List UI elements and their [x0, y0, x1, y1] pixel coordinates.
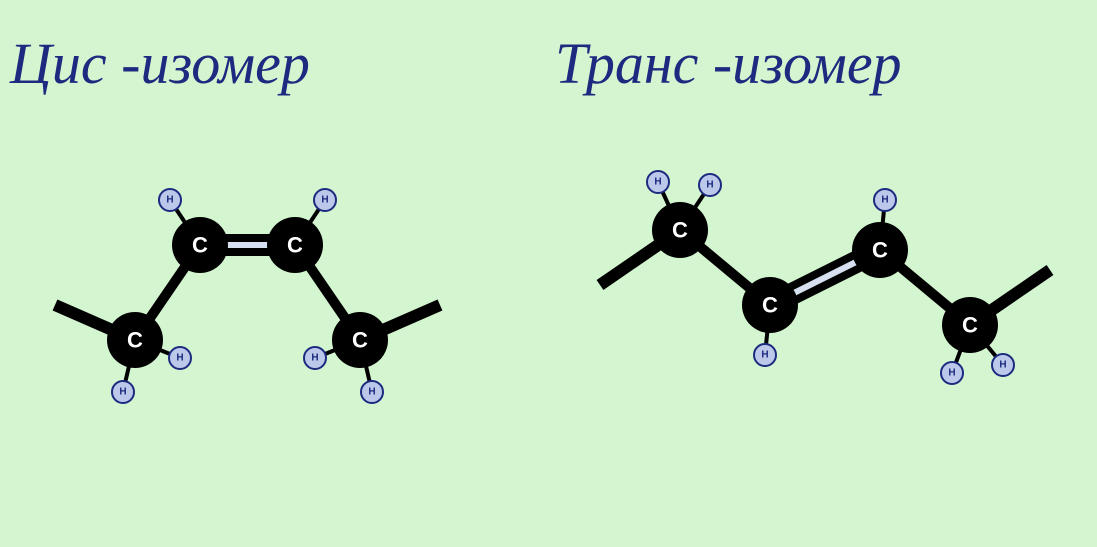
carbon-atom: C	[267, 217, 323, 273]
cis-title: Цис -изомер	[10, 30, 310, 97]
svg-text:H: H	[706, 180, 713, 191]
svg-text:C: C	[287, 233, 303, 258]
hydrogen-atom: H	[941, 362, 963, 384]
svg-text:C: C	[872, 238, 888, 263]
svg-text:C: C	[762, 293, 778, 318]
svg-text:H: H	[999, 360, 1006, 371]
svg-text:C: C	[962, 313, 978, 338]
svg-text:H: H	[176, 353, 183, 364]
svg-text:C: C	[192, 233, 208, 258]
carbon-atom: C	[332, 312, 388, 368]
hydrogen-atom: H	[159, 189, 181, 211]
svg-text:H: H	[311, 353, 318, 364]
carbon-atom: C	[107, 312, 163, 368]
svg-text:C: C	[127, 328, 143, 353]
svg-text:H: H	[761, 350, 768, 361]
trans-title: Транс -изомер	[555, 30, 902, 97]
hydrogen-atom: H	[647, 171, 669, 193]
diagram-canvas: Цис -изомер Транс -изомер CCCCHHHHHHCCCC…	[0, 0, 1097, 547]
hydrogen-atom: H	[754, 344, 776, 366]
hydrogen-atom: H	[874, 189, 896, 211]
svg-text:H: H	[166, 195, 173, 206]
carbon-atom: C	[852, 222, 908, 278]
hydrogen-atom: H	[314, 189, 336, 211]
svg-text:H: H	[368, 387, 375, 398]
carbon-atom: C	[652, 202, 708, 258]
svg-text:H: H	[321, 195, 328, 206]
carbon-atom: C	[742, 277, 798, 333]
hydrogen-atom: H	[169, 347, 191, 369]
svg-text:H: H	[119, 387, 126, 398]
trans-molecule: C C C C H H H H H H	[600, 171, 1050, 384]
hydrogen-atom: H	[699, 174, 721, 196]
svg-text:H: H	[948, 368, 955, 379]
hydrogen-atom: H	[361, 381, 383, 403]
svg-text:C: C	[672, 218, 688, 243]
hydrogen-atom: H	[304, 347, 326, 369]
hydrogen-atom: H	[992, 354, 1014, 376]
svg-text:C: C	[352, 328, 368, 353]
cis-molecule: C C C C H H H H H H	[55, 189, 440, 403]
carbon-atom: C	[942, 297, 998, 353]
carbon-atom: C	[172, 217, 228, 273]
hydrogen-atom: H	[112, 381, 134, 403]
svg-text:H: H	[881, 195, 888, 206]
svg-text:H: H	[654, 177, 661, 188]
